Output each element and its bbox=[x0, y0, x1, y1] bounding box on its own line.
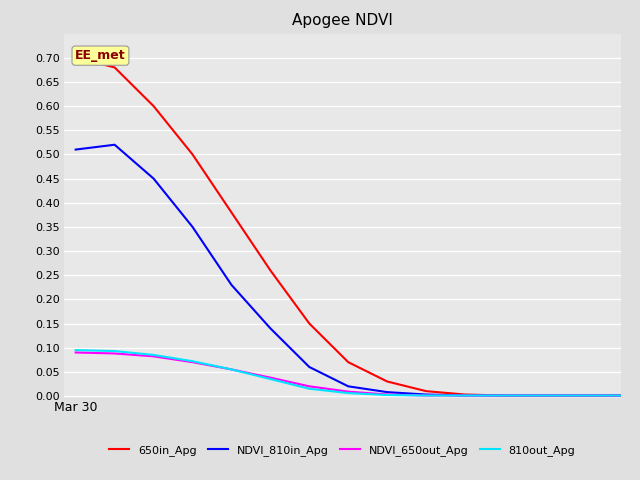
810out_Apg bbox=[150, 352, 157, 358]
NDVI_650out_Apg bbox=[461, 393, 469, 398]
650in_Apg bbox=[72, 55, 79, 60]
810out_Apg bbox=[500, 393, 508, 398]
NDVI_650out_Apg bbox=[383, 392, 391, 397]
Line: 650in_Apg: 650in_Apg bbox=[76, 58, 621, 396]
810out_Apg bbox=[578, 393, 586, 398]
650in_Apg bbox=[617, 393, 625, 398]
NDVI_650out_Apg bbox=[500, 393, 508, 398]
NDVI_810in_Apg bbox=[111, 142, 118, 148]
NDVI_810in_Apg bbox=[617, 393, 625, 398]
810out_Apg bbox=[383, 392, 391, 398]
NDVI_810in_Apg bbox=[383, 389, 391, 395]
810out_Apg bbox=[72, 347, 79, 353]
810out_Apg bbox=[539, 393, 547, 398]
Title: Apogee NDVI: Apogee NDVI bbox=[292, 13, 393, 28]
810out_Apg bbox=[617, 393, 625, 398]
650in_Apg bbox=[266, 267, 274, 273]
810out_Apg bbox=[344, 390, 352, 396]
Legend: 650in_Apg, NDVI_810in_Apg, NDVI_650out_Apg, 810out_Apg: 650in_Apg, NDVI_810in_Apg, NDVI_650out_A… bbox=[105, 441, 580, 460]
650in_Apg bbox=[461, 392, 469, 397]
NDVI_810in_Apg bbox=[150, 176, 157, 181]
NDVI_810in_Apg bbox=[578, 393, 586, 398]
650in_Apg bbox=[344, 360, 352, 365]
NDVI_650out_Apg bbox=[72, 349, 79, 355]
NDVI_650out_Apg bbox=[617, 393, 625, 398]
Line: NDVI_650out_Apg: NDVI_650out_Apg bbox=[76, 352, 621, 396]
650in_Apg bbox=[422, 388, 430, 394]
650in_Apg bbox=[500, 393, 508, 398]
650in_Apg bbox=[383, 379, 391, 384]
810out_Apg bbox=[189, 358, 196, 364]
650in_Apg bbox=[305, 321, 313, 326]
810out_Apg bbox=[228, 367, 236, 372]
NDVI_810in_Apg bbox=[422, 392, 430, 397]
650in_Apg bbox=[189, 152, 196, 157]
NDVI_810in_Apg bbox=[500, 393, 508, 398]
NDVI_810in_Apg bbox=[305, 364, 313, 370]
650in_Apg bbox=[150, 103, 157, 109]
NDVI_810in_Apg bbox=[266, 325, 274, 331]
Text: EE_met: EE_met bbox=[75, 49, 126, 62]
650in_Apg bbox=[578, 393, 586, 398]
NDVI_810in_Apg bbox=[461, 393, 469, 398]
810out_Apg bbox=[305, 386, 313, 392]
810out_Apg bbox=[422, 393, 430, 398]
NDVI_650out_Apg bbox=[266, 375, 274, 381]
NDVI_650out_Apg bbox=[111, 350, 118, 356]
810out_Apg bbox=[461, 393, 469, 398]
650in_Apg bbox=[539, 393, 547, 398]
NDVI_650out_Apg bbox=[422, 393, 430, 398]
650in_Apg bbox=[228, 209, 236, 215]
Line: 810out_Apg: 810out_Apg bbox=[76, 350, 621, 396]
NDVI_650out_Apg bbox=[539, 393, 547, 398]
810out_Apg bbox=[266, 376, 274, 382]
NDVI_650out_Apg bbox=[578, 393, 586, 398]
NDVI_650out_Apg bbox=[150, 353, 157, 359]
NDVI_810in_Apg bbox=[189, 224, 196, 230]
810out_Apg bbox=[111, 348, 118, 354]
NDVI_810in_Apg bbox=[228, 282, 236, 288]
NDVI_650out_Apg bbox=[189, 360, 196, 365]
NDVI_650out_Apg bbox=[228, 367, 236, 372]
650in_Apg bbox=[111, 64, 118, 70]
NDVI_650out_Apg bbox=[305, 384, 313, 389]
NDVI_650out_Apg bbox=[344, 389, 352, 395]
Line: NDVI_810in_Apg: NDVI_810in_Apg bbox=[76, 145, 621, 396]
NDVI_810in_Apg bbox=[539, 393, 547, 398]
NDVI_810in_Apg bbox=[344, 384, 352, 389]
NDVI_810in_Apg bbox=[72, 147, 79, 153]
